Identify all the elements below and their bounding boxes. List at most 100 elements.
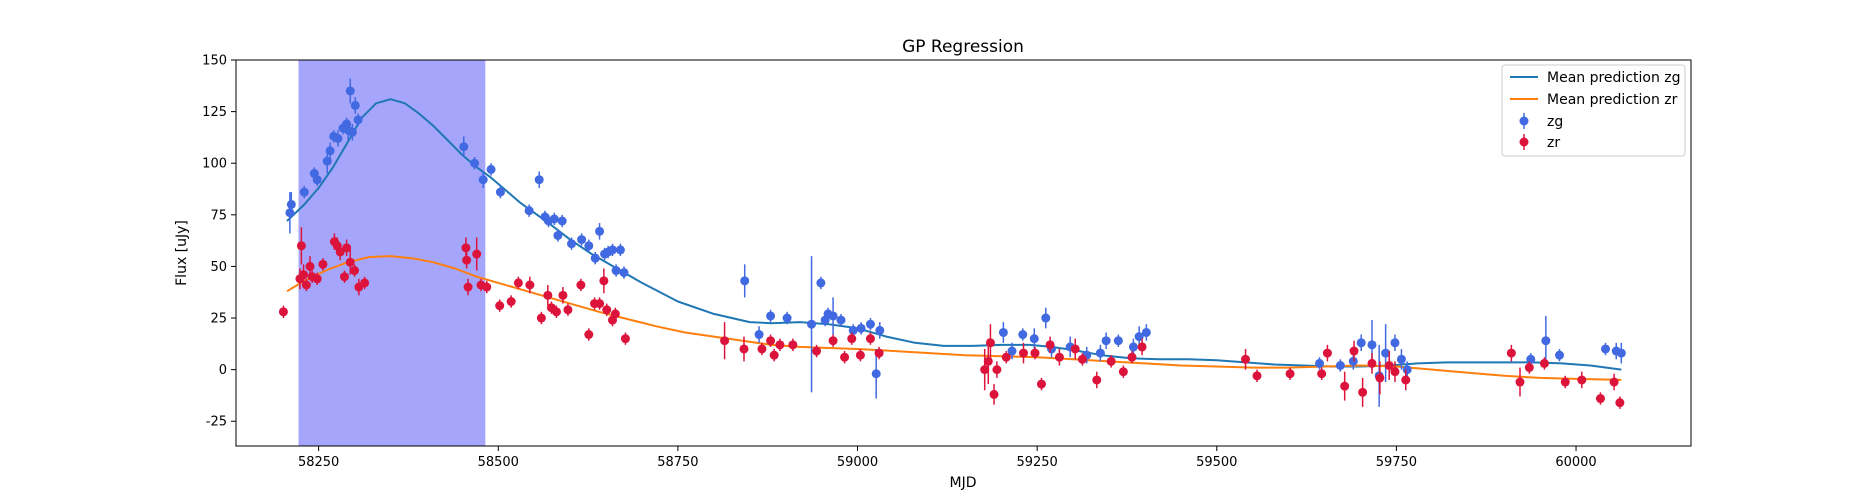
data-point-zr [463,278,473,296]
marker-zr [305,261,315,271]
marker-zr [769,350,779,360]
data-point-zg [1141,324,1151,341]
marker-zr [543,290,553,300]
y-tick-label: -25 [206,415,227,430]
marker-zr [983,356,993,366]
marker-zg [312,175,322,185]
marker-zg [1600,344,1610,354]
marker-zg [549,214,559,224]
marker-zg [619,268,629,278]
data-point-zr [1118,365,1128,378]
legend-swatch-zg-marker [1519,116,1529,126]
marker-zr [551,307,561,317]
marker-zg [1141,327,1151,337]
marker-zr [558,290,568,300]
data-point-zr [506,295,516,308]
y-tick-label: 125 [202,105,227,120]
data-point-zr [563,303,573,316]
marker-zr [828,336,838,346]
marker-zg [524,206,534,216]
marker-zr [775,340,785,350]
marker-zg [1128,342,1138,352]
data-point-zg [350,97,360,114]
marker-zg [871,369,881,379]
data-point-zg [325,142,335,160]
marker-zg [998,327,1008,337]
data-point-zr [1070,338,1080,360]
marker-zg [615,245,625,255]
data-point-zg [1128,338,1138,356]
data-point-zr [1524,361,1534,374]
marker-zg [875,325,885,335]
data-point-zr [1595,392,1605,405]
marker-zr [1077,354,1087,364]
marker-zr [1390,367,1400,377]
data-point-zr [812,344,822,358]
data-point-zr [278,305,288,319]
marker-zg [1113,336,1123,346]
data-point-zg [1029,328,1039,349]
data-point-zg [836,313,846,327]
y-tick-label: 25 [210,312,227,327]
data-points [278,78,1626,409]
marker-zg [459,142,469,152]
data-point-zg [486,163,496,176]
marker-zr [312,274,322,284]
marker-zr [318,259,328,269]
data-point-zg [557,214,567,228]
marker-zr [788,340,798,350]
marker-zg [1402,365,1412,375]
marker-zr [1252,371,1262,381]
marker-zg [611,266,621,276]
marker-zr [1106,356,1116,366]
data-point-zr [472,237,482,271]
marker-zr [1241,354,1251,364]
data-point-zr [985,324,995,362]
legend-label-zr: zr [1547,135,1560,151]
marker-zr [1349,346,1359,356]
marker-zr [1595,394,1605,404]
data-point-zg [1041,307,1051,329]
data-point-zr [1127,351,1137,364]
data-point-zr [342,239,352,257]
data-point-zr [1560,375,1570,389]
data-point-zg [549,212,559,226]
data-point-zg [459,136,469,158]
chart-title: GP Regression [902,37,1024,57]
marker-zg [478,175,488,185]
data-point-zr [513,276,523,290]
data-point-zr [1045,336,1055,354]
data-point-zr [536,311,546,325]
data-point-zg [828,297,838,335]
marker-zr [495,301,505,311]
data-point-zr [757,342,767,356]
marker-zr [1524,363,1534,373]
marker-zr [1127,352,1137,362]
x-tick-label: 59250 [1016,455,1057,470]
data-point-zg [286,192,296,217]
data-point-zr [739,336,749,362]
data-point-zg [875,322,885,339]
marker-zr [506,297,516,307]
data-point-zr [543,284,553,306]
legend-label-zg: zg [1547,114,1563,130]
marker-zr [840,352,850,362]
marker-zr [1285,369,1295,379]
marker-zg [766,311,776,321]
legend: Mean prediction zg Mean prediction zr zg… [1501,64,1686,157]
data-point-zg [807,256,817,393]
marker-zg [856,323,866,333]
data-point-zr [1577,371,1587,389]
data-point-zr [1358,377,1368,407]
x-tick-label: 59500 [1196,455,1237,470]
data-point-zg [353,113,363,127]
data-point-zr [360,276,370,290]
data-point-zg [1007,342,1017,360]
data-point-zr [1615,396,1625,409]
marker-zr [855,350,865,360]
data-point-zg [1335,359,1345,372]
data-point-zg [816,276,826,290]
x-tick-label: 58500 [478,455,519,470]
plot-frame [235,59,1692,447]
data-point-zr [1092,371,1102,389]
